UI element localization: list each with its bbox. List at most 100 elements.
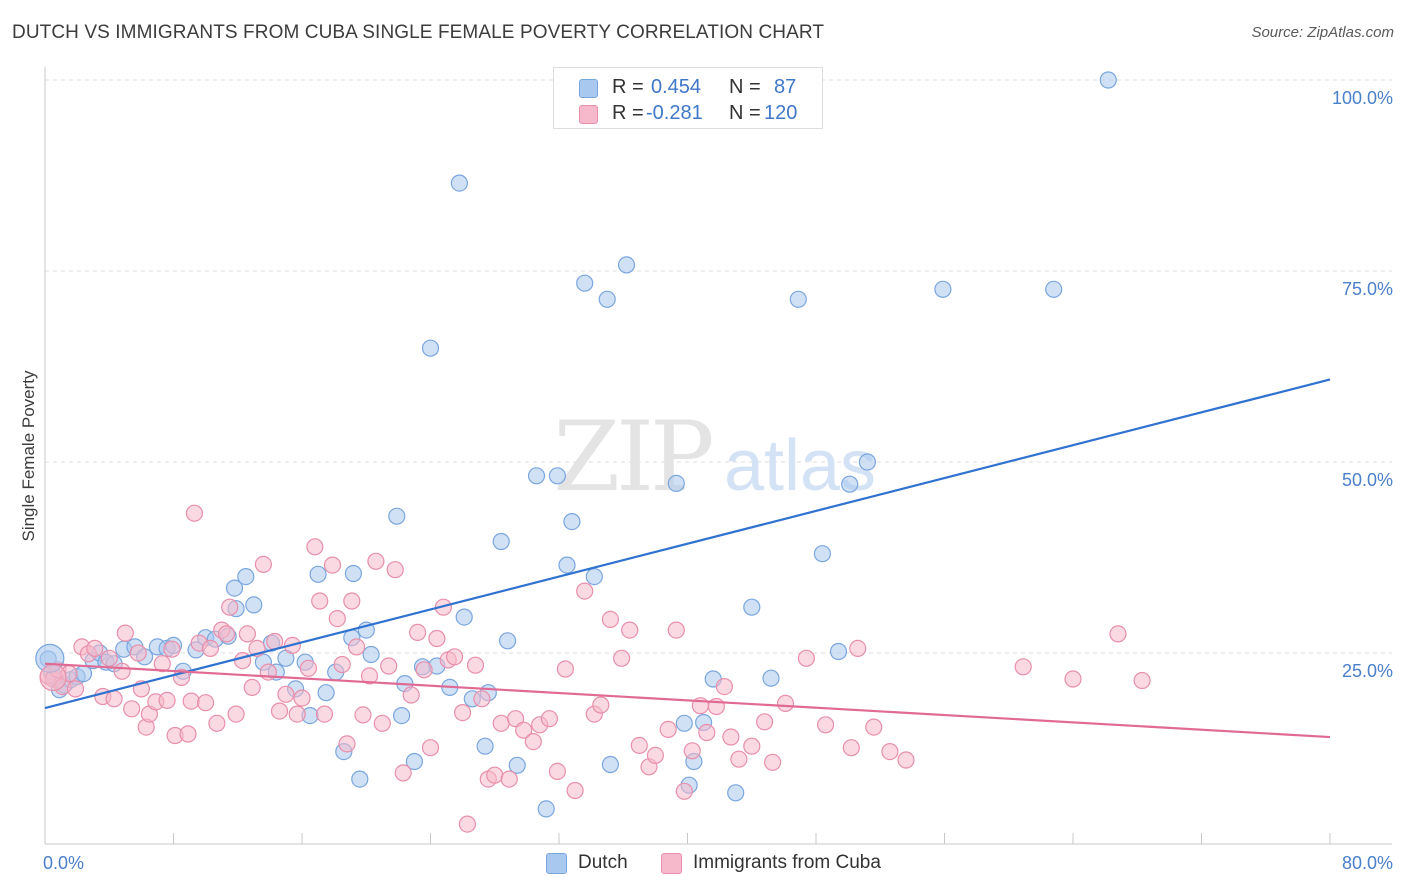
cuba-point (743, 737, 761, 755)
cuba-point (338, 735, 356, 753)
cuba-point (601, 610, 620, 629)
legend-dutch-swatch (546, 853, 567, 874)
cuba-point (755, 713, 774, 731)
cuba-point (486, 766, 504, 784)
cuba-point (556, 660, 575, 678)
cuba-point (566, 781, 584, 800)
cuba-n-label: N = (729, 102, 761, 124)
dutch-r-value: 0.454 (651, 76, 702, 98)
tick-labels: 25.0% 50.0% 75.0% 100.0% 0.0% 80.0% (43, 88, 1393, 873)
cuba-point (409, 623, 427, 642)
cuba-point (776, 694, 795, 713)
dutch-point (789, 290, 807, 308)
cuba-point (592, 696, 610, 714)
dutch-point (388, 507, 406, 525)
cuba-point (113, 662, 131, 680)
cuba-point (323, 556, 342, 574)
cuba-point (293, 689, 311, 707)
cuba-point (881, 742, 899, 761)
cuba-point (185, 504, 203, 522)
cuba-point (797, 649, 816, 667)
dutch-point (667, 474, 685, 492)
cuba-point (243, 678, 261, 697)
cuba-point (466, 656, 485, 674)
dutch-point (499, 632, 517, 650)
dutch-point (362, 645, 380, 664)
cuba-point (630, 736, 648, 755)
watermark: ZIP atlas (553, 401, 876, 513)
dutch-point (351, 770, 369, 788)
cuba-point (105, 690, 123, 708)
cuba-point (158, 691, 176, 710)
trend-lines (44, 378, 1331, 739)
dutch-point (237, 567, 255, 586)
watermark-zip: ZIP (553, 401, 712, 513)
dutch-point (225, 579, 244, 597)
cuba-point (221, 598, 239, 616)
cuba-point (458, 815, 476, 833)
cuba-point (1133, 671, 1151, 690)
x-tick-label-max: 80.0% (1342, 853, 1393, 873)
dutch-point (548, 467, 567, 485)
cuba-point (1064, 670, 1082, 688)
cuba-point (288, 705, 306, 723)
dutch-point (1045, 280, 1063, 298)
dutch-n-value: 87 (774, 76, 797, 98)
cuba-point (1014, 658, 1032, 676)
chart-title: DUTCH VS IMMIGRANTS FROM CUBA SINGLE FEM… (12, 22, 825, 43)
cuba-point (667, 621, 685, 639)
cuba-point (306, 538, 324, 556)
cuba-point (621, 621, 639, 639)
dutch-swatch (579, 79, 598, 98)
dutch-point (563, 512, 581, 531)
dutch-point (762, 669, 780, 687)
cuba-point (612, 649, 631, 667)
dutch-point (934, 280, 952, 298)
dutch-point (558, 556, 576, 574)
cuba-point (179, 725, 197, 743)
cuba-point (163, 640, 181, 658)
cuba-point (428, 629, 446, 648)
dutch-point (743, 598, 761, 616)
cuba-point (116, 624, 134, 642)
dutch-point (344, 564, 362, 583)
dutch-point (841, 475, 859, 493)
cuba-point (328, 609, 346, 628)
cuba-point (333, 655, 351, 674)
cuba-point (842, 739, 860, 757)
chart-source: Source: ZipAtlas.com (1251, 24, 1394, 41)
cuba-point (254, 555, 272, 574)
cuba-point (86, 639, 104, 658)
cuba-point (816, 716, 835, 734)
dutch-point (675, 714, 693, 732)
dutch-point (317, 684, 335, 702)
dutch-point (393, 706, 411, 725)
dutch-point (421, 339, 440, 357)
cuba-point (454, 703, 472, 722)
cuba-point (182, 692, 200, 710)
cuba-point (402, 686, 420, 704)
cuba-point (354, 706, 372, 724)
cuba-point (270, 702, 289, 720)
dutch-point (1099, 71, 1117, 89)
cuba-point (415, 661, 433, 679)
cuba-point (66, 680, 85, 698)
legend-cuba-label: Immigrants from Cuba (693, 852, 881, 873)
cuba-point (208, 714, 226, 732)
dutch-point (527, 467, 546, 485)
cuba-point (722, 728, 740, 746)
x-tick-label-min: 0.0% (43, 853, 84, 873)
cuba-point (576, 582, 594, 600)
legend-dutch-label: Dutch (578, 852, 628, 873)
cuba-point (730, 750, 748, 768)
cuba-r-value: -0.281 (646, 102, 703, 124)
cuba-point (315, 705, 334, 723)
dutch-point (476, 737, 494, 755)
cuba-point (238, 625, 256, 643)
y-tick-label-75: 75.0% (1342, 279, 1393, 299)
cuba-point (540, 710, 559, 728)
dutch-point (450, 174, 468, 192)
cuba-point (675, 782, 693, 800)
correlation-legend: R = 0.454 N = 87 R = -0.281 N = 120 (553, 67, 823, 129)
